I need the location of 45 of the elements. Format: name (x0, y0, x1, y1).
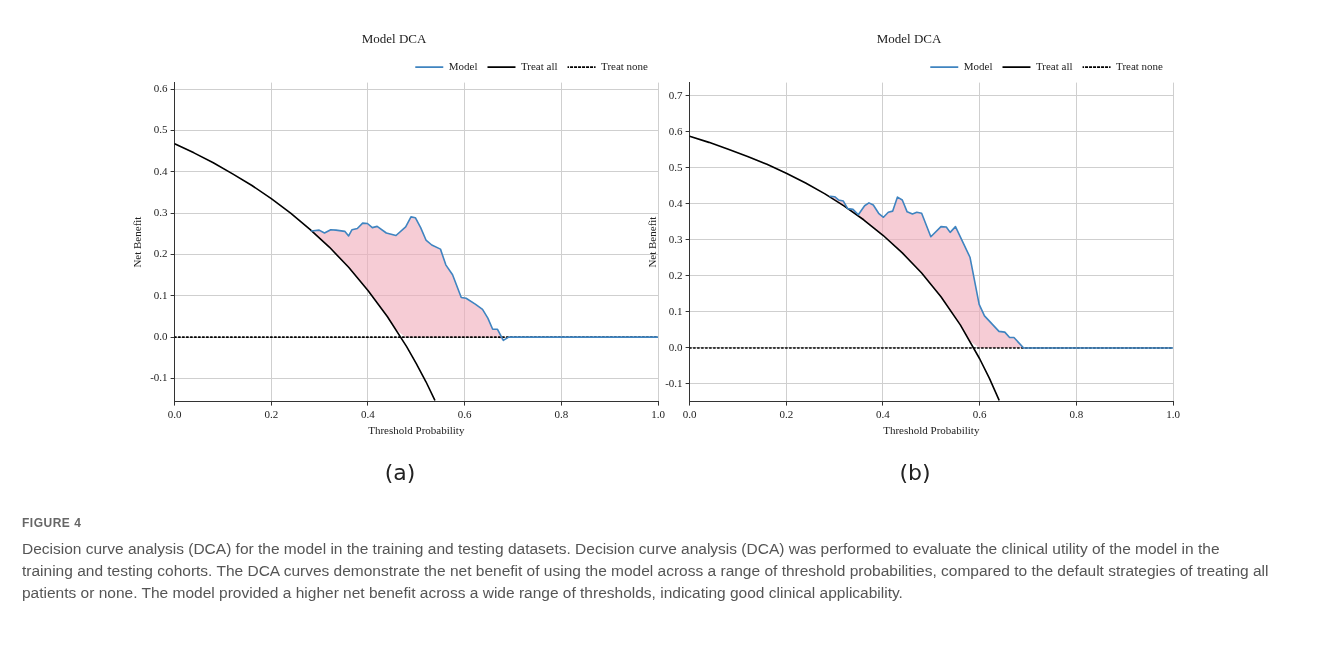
x-tick-label: 1.0 (1166, 408, 1181, 421)
caption: FIGURE 4 (22, 515, 83, 532)
x-tick-label: 0.8 (1069, 408, 1084, 421)
legend-label: Treat all (1035, 59, 1073, 72)
y-tick-label: 0.2 (668, 268, 683, 281)
y-tick-label: 0.4 (153, 164, 169, 177)
x-tick-label: 0.8 (554, 408, 569, 421)
legend-label: Model (963, 59, 993, 72)
x-tick-label: 0.0 (167, 408, 182, 421)
y-tick-label: 0.5 (668, 160, 684, 173)
chart-title: Model DCA (361, 31, 427, 47)
y-tick-label: 0.3 (668, 232, 684, 245)
text: (b) (898, 460, 932, 485)
y-tick-label: -0.1 (150, 371, 168, 384)
y-tick-label: 0.4 (668, 196, 684, 209)
y-tick-label: 0.7 (668, 88, 684, 101)
legend-label: Treat all (520, 59, 558, 72)
legend-label: Treat none (1116, 59, 1164, 72)
y-tick-label: 0.5 (153, 123, 169, 136)
y-tick-label: 0.3 (153, 206, 169, 219)
y-axis-title: Net Benefit (131, 216, 144, 268)
x-tick-label: 0.6 (457, 408, 473, 421)
x-tick-label: 1.0 (651, 408, 666, 421)
text: (a) (383, 460, 417, 485)
chart-title: Model DCA (876, 31, 942, 47)
y-tick-label: -0.1 (665, 376, 683, 389)
legend-label: Treat none (601, 59, 649, 72)
y-tick-label: 0.1 (153, 288, 168, 301)
x-tick-label: 0.6 (972, 408, 988, 421)
y-tick-label: 0.6 (153, 82, 169, 95)
y-axis-title: Net Benefit (646, 216, 659, 268)
x-tick-label: 0.4 (361, 408, 376, 421)
y-tick-label: 0.1 (668, 304, 683, 317)
text: Decision curve analysis (DCA) for the model in the training and testing datasets. Decision curve analysis (DCA) was performed to evaluate the clinical utility of the model in the training and testing cohorts. The DCA curves demonstrate the net benefit of using the model across a range of threshold probabilities, compared to the default strategies of treating all patients or none. The model provided a higher net benefit across a wide range of thresholds, indicating good clinical applicability. (22, 539, 1270, 603)
y-tick-label: 0.6 (668, 124, 684, 137)
x-axis-title: Threshold Probability (368, 424, 465, 437)
x-axis-title: Threshold Probability (883, 424, 980, 437)
x-tick-label: 0.0 (682, 408, 697, 421)
x-tick-label: 0.4 (876, 408, 891, 421)
y-tick-label: 0.2 (153, 247, 168, 260)
y-tick-label: 0.0 (153, 330, 169, 343)
x-tick-label: 0.2 (264, 408, 279, 421)
legend-label: Model (448, 59, 478, 72)
y-tick-label: 0.0 (668, 340, 684, 353)
x-tick-label: 0.2 (779, 408, 794, 421)
